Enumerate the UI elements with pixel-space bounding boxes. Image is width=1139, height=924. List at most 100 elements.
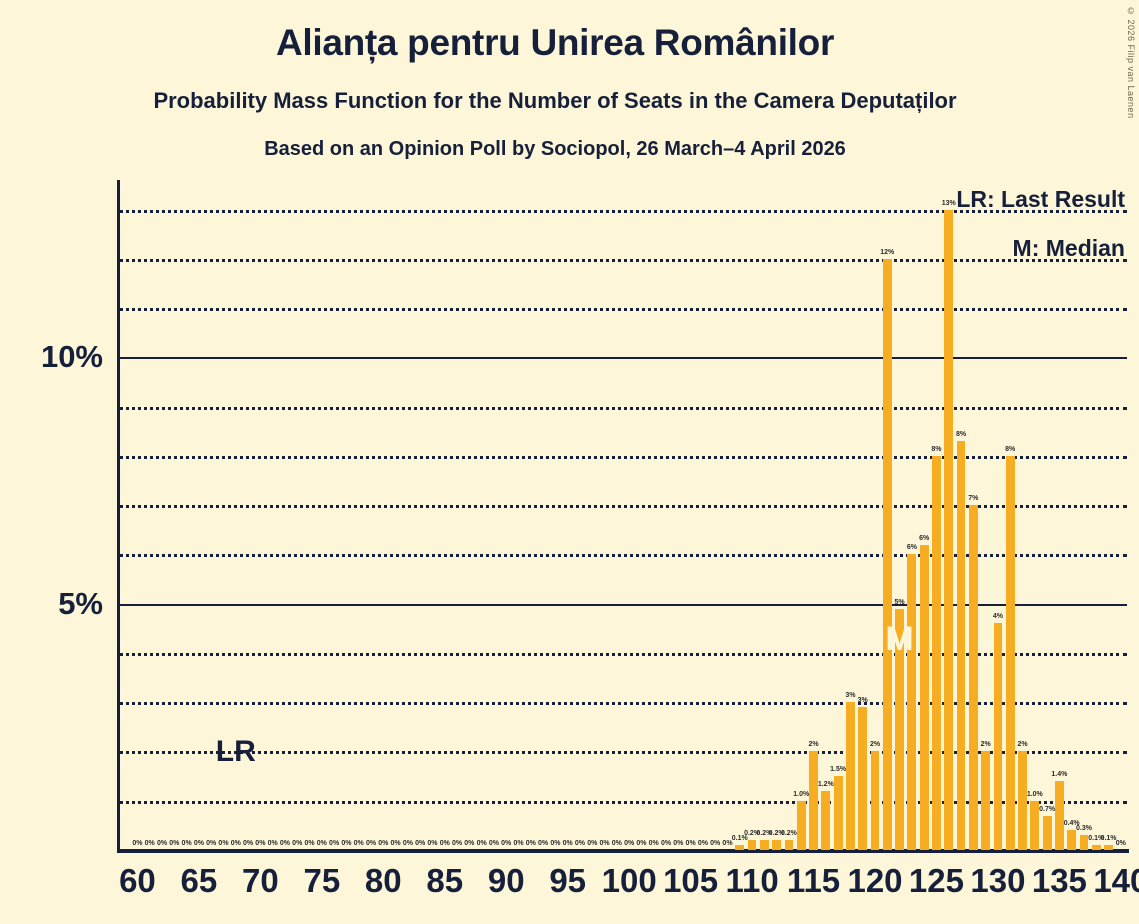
bar <box>882 258 892 850</box>
x-axis-tick-label: 90 <box>487 862 525 899</box>
bar-value-label: 0% <box>279 840 290 847</box>
x-axis-tick-label: 60 <box>119 862 156 899</box>
bar-value-label: 0% <box>353 840 364 847</box>
gridline-major <box>119 603 1127 606</box>
page-title: Alianța pentru Unirea Românilor <box>275 22 835 63</box>
bar <box>1104 845 1113 850</box>
bar <box>932 455 941 850</box>
bar-value-label: 0% <box>538 840 549 847</box>
bar <box>858 707 868 850</box>
x-axis-tick-label: 125 <box>908 862 964 899</box>
bar-value-label: 0% <box>439 840 450 847</box>
bar-value-label: 0% <box>587 840 598 847</box>
bar-value-label: 0% <box>206 840 217 847</box>
bar-value-label: 0% <box>169 840 180 847</box>
gridline-minor <box>119 209 1127 213</box>
x-axis-tick-label: 70 <box>242 862 279 899</box>
y-axis-tick-label: 10% <box>40 339 103 375</box>
bar <box>735 845 745 850</box>
bar-value-label: 0% <box>464 840 475 847</box>
bar-value-label: 0% <box>599 840 610 847</box>
bar <box>759 840 769 850</box>
bar-value-label: 0% <box>415 840 426 847</box>
bar-value-label: 0% <box>267 840 278 847</box>
bar-value-label: 0.2% <box>780 830 797 838</box>
bar-value-label: 2% <box>980 741 991 749</box>
bar-value-label: 0% <box>611 840 622 847</box>
bar-value-label: 0% <box>378 840 389 847</box>
bar <box>845 702 855 850</box>
bar <box>1030 800 1040 850</box>
x-axis-tick-label: 75 <box>303 862 341 899</box>
gridline-minor <box>119 505 1127 509</box>
bar <box>796 800 806 850</box>
bar <box>907 554 917 850</box>
bar-value-label: 0% <box>230 840 241 847</box>
bar-value-label: 0% <box>660 840 672 847</box>
bar-value-label: 0% <box>255 840 266 847</box>
gridline-minor <box>119 652 1127 656</box>
x-axis-tick-label: 95 <box>549 862 587 899</box>
bar-value-label: 0.2% <box>744 830 761 838</box>
bar <box>895 608 904 850</box>
gridline-minor <box>119 751 1127 755</box>
gridline-minor <box>119 702 1127 706</box>
plot-area: 0% 0% 0% 0% 0% 0% 0% 0% 0% 0% 0% 0% 0% 0% 0% 0% 0% 0% 0% 0%… <box>119 180 1127 850</box>
bar-value-label: 0% <box>636 840 647 847</box>
bar-value-label: 0.7% <box>1039 805 1056 813</box>
bar-value-label: 0% <box>562 840 573 847</box>
bar-value-label: 0% <box>144 840 155 847</box>
bar-value-label: 6% <box>919 534 930 542</box>
bar-value-label: 0% <box>329 840 340 847</box>
x-axis-tick-label: 130 <box>970 862 1026 899</box>
bar-value-label: 0% <box>218 840 229 847</box>
bar <box>968 505 978 850</box>
bar-value-label: 0% <box>316 840 327 847</box>
bar-value-label: 0% <box>341 840 352 847</box>
x-axis-line <box>117 849 1129 853</box>
bar-value-label: 3% <box>845 692 856 700</box>
bar-value-label: 0% <box>132 840 143 847</box>
x-axis-tick-label: 80 <box>364 862 402 899</box>
gridline-minor <box>119 455 1127 459</box>
bar-value-label: 0% <box>501 840 512 847</box>
x-axis-tick-label: 115 <box>786 862 841 899</box>
bar-value-label: 3% <box>857 697 868 705</box>
marker-last-result: LR <box>215 735 256 768</box>
bar-value-label: 0.1% <box>1100 835 1117 843</box>
bar <box>956 441 966 850</box>
gridline-minor <box>119 554 1127 558</box>
bar <box>981 751 991 850</box>
copyright-notice: © 2026 Filip van Laenen <box>1126 6 1136 119</box>
bar-value-label: 2% <box>869 741 881 749</box>
bar-value-label: 0% <box>243 840 254 847</box>
bar-value-label: 13% <box>941 199 956 207</box>
gridline-minor <box>119 258 1127 262</box>
gridline-major <box>119 357 1127 360</box>
chart-subtitle: Probability Mass Function for the Number… <box>153 88 957 113</box>
bar-value-label: 0% <box>488 840 499 847</box>
bar <box>993 623 1003 850</box>
y-axis-tick-label: 5% <box>58 585 103 621</box>
bar-value-label: 1.4% <box>1051 771 1068 779</box>
bar-value-label: 0.2% <box>768 830 785 838</box>
bar-value-label: 0% <box>673 840 684 847</box>
bar-value-label: 0% <box>156 840 168 847</box>
bar-value-label: 0% <box>427 840 438 847</box>
bar-value-label: 0% <box>648 840 659 847</box>
bar-value-label: 4% <box>992 613 1003 621</box>
bar-value-label: 5% <box>894 598 905 606</box>
bar <box>944 209 954 850</box>
bar-value-label: 0% <box>476 840 487 847</box>
bar-value-label: 8% <box>955 431 967 439</box>
x-axis-tick-label: 100 <box>601 862 657 899</box>
bar-value-label: 0% <box>685 840 696 847</box>
bar-value-label: 0.1% <box>1088 835 1105 843</box>
bar-value-label: 1.5% <box>830 766 847 774</box>
gridline-minor <box>119 800 1127 804</box>
chart-source-line: Based on an Opinion Poll by Sociopol, 26… <box>264 138 846 160</box>
x-axis-tick-label: 105 <box>663 862 719 899</box>
bar-value-label: 1.0% <box>793 790 810 798</box>
bar <box>870 751 880 850</box>
x-axis-tick-label: 65 <box>180 862 218 899</box>
